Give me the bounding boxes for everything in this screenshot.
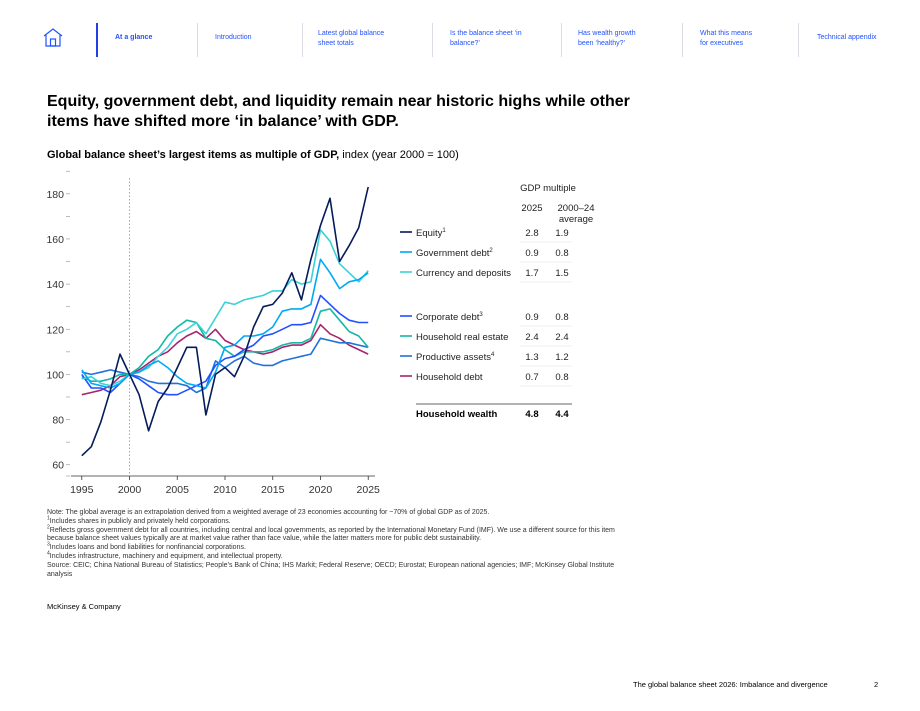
legend-value-average: 2.4 [555, 332, 568, 343]
legend-footnote-marker: 4 [491, 352, 495, 358]
legend-label: Household debt [416, 372, 483, 383]
total-value-2025: 4.8 [525, 409, 538, 420]
chart-notes: Note: The global average is an extrapola… [47, 509, 617, 579]
home-icon[interactable] [42, 27, 64, 52]
nav-divider [197, 23, 198, 57]
nav-tab-executives[interactable]: What this means for executives [700, 30, 753, 47]
note-line: 2Reflects gross government debt for all … [47, 524, 617, 545]
legend-value-2025: 2.4 [525, 332, 538, 343]
nav-tab-wealth-growth[interactable]: Has wealth growth been ‘healthy?’ [578, 30, 636, 47]
legend-footnote-marker: 2 [489, 248, 493, 254]
legend-value-average: 1.5 [555, 268, 568, 279]
table-col-average-sub: average [559, 214, 593, 225]
y-tick-label: 80 [52, 415, 64, 427]
chart-subtitle-rest: index (year 2000 = 100) [339, 149, 459, 161]
note-text: Includes loans and bond liabilities for … [49, 544, 246, 552]
nav-tab-introduction[interactable]: Introduction [215, 34, 252, 41]
y-tick-label: 140 [46, 279, 64, 291]
x-tick-label: 2025 [357, 484, 381, 496]
table-col-2025: 2025 [521, 203, 542, 214]
total-label: Household wealth [416, 409, 497, 420]
legend-footnote-marker: 1 [442, 228, 446, 234]
note-text: Includes infrastructure, machinery and e… [49, 552, 283, 560]
nav-divider [798, 23, 799, 57]
series-line-household-debt [81, 323, 369, 396]
x-tick-label: 2015 [261, 484, 285, 496]
nav-tab-at-a-glance[interactable]: At a glance [115, 34, 153, 41]
note-marker: 3 [47, 541, 50, 548]
chart-subtitle: Global balance sheet’s largest items as … [47, 149, 459, 161]
note-text: Source: CEIC; China National Bureau of S… [47, 561, 615, 578]
page-headline: Equity, government debt, and liquidity r… [47, 93, 630, 130]
legend-label: Household real estate [416, 332, 508, 343]
series-line-equity [81, 186, 369, 457]
note-marker: 1 [47, 515, 50, 522]
y-tick-label: 120 [46, 324, 64, 336]
y-tick-label: 60 [52, 460, 64, 472]
legend-value-average: 0.8 [555, 372, 568, 383]
legend-label: Equity1 [416, 228, 446, 239]
nav-divider [682, 23, 683, 57]
series-line-currency-and-deposits [81, 229, 369, 387]
nav-divider [561, 23, 562, 57]
legend-label: Corporate debt3 [416, 312, 483, 323]
series-line-household-real-estate [81, 308, 369, 382]
x-tick-label: 2020 [309, 484, 333, 496]
nav-divider-active [96, 23, 98, 57]
nav-tab-technical-appendix[interactable]: Technical appendix [817, 34, 877, 41]
legend-value-2025: 1.7 [525, 268, 538, 279]
table-group-header: GDP multiple [520, 183, 576, 194]
legend-footnote-marker: 3 [479, 312, 483, 318]
note-text: Note: The global average is an extrapola… [47, 509, 490, 516]
x-tick-label: 1995 [70, 484, 94, 496]
note-line: 4Includes infrastructure, machinery and … [47, 550, 617, 562]
x-tick-label: 2000 [118, 484, 142, 496]
nav-divider [302, 23, 303, 57]
nav-tab-in-balance[interactable]: Is the balance sheet ‘in balance?’ [450, 30, 522, 47]
note-line: 3Includes loans and bond liabilities for… [47, 541, 617, 553]
note-marker: 4 [47, 550, 50, 557]
legend-label: Productive assets4 [416, 352, 495, 363]
nav-tab-latest-totals[interactable]: Latest global balance sheet totals [318, 30, 385, 47]
legend-value-average: 0.8 [555, 248, 568, 259]
total-value-average: 4.4 [555, 409, 569, 420]
table-col-average: 2000–24 [558, 203, 595, 214]
chart-subtitle-bold: Global balance sheet’s largest items as … [47, 149, 340, 161]
legend-value-2025: 1.3 [525, 352, 538, 363]
y-tick-label: 100 [46, 369, 64, 381]
note-line: Source: CEIC; China National Bureau of S… [47, 562, 617, 580]
legend-value-2025: 0.9 [525, 312, 538, 323]
y-tick-label: 160 [46, 234, 64, 246]
y-tick-label: 180 [46, 189, 64, 201]
nav-divider [432, 23, 433, 57]
legend-value-average: 1.9 [555, 228, 568, 239]
x-tick-label: 2005 [166, 484, 190, 496]
legend-value-2025: 2.8 [525, 228, 538, 239]
top-navigation: At a glance Introduction Latest global b… [0, 0, 920, 60]
note-marker: 2 [47, 524, 50, 531]
note-text: Reflects gross government debt for all c… [47, 526, 615, 543]
x-tick-label: 2010 [213, 484, 237, 496]
legend-label: Government debt2 [416, 248, 493, 259]
note-line: Note: The global average is an extrapola… [47, 509, 617, 518]
legend-value-2025: 0.7 [525, 372, 538, 383]
legend-value-2025: 0.9 [525, 248, 538, 259]
note-text: Includes shares in publicly and privatel… [49, 517, 231, 525]
brand-name: McKinsey & Company [47, 602, 121, 611]
legend-value-average: 0.8 [555, 312, 568, 323]
page-number: 2 [874, 680, 879, 689]
legend-label: Currency and deposits [416, 268, 511, 279]
footer-title: The global balance sheet 2026: Imbalance… [633, 680, 828, 689]
note-line: 1Includes shares in publicly and private… [47, 515, 617, 527]
legend-value-average: 1.2 [555, 352, 568, 363]
